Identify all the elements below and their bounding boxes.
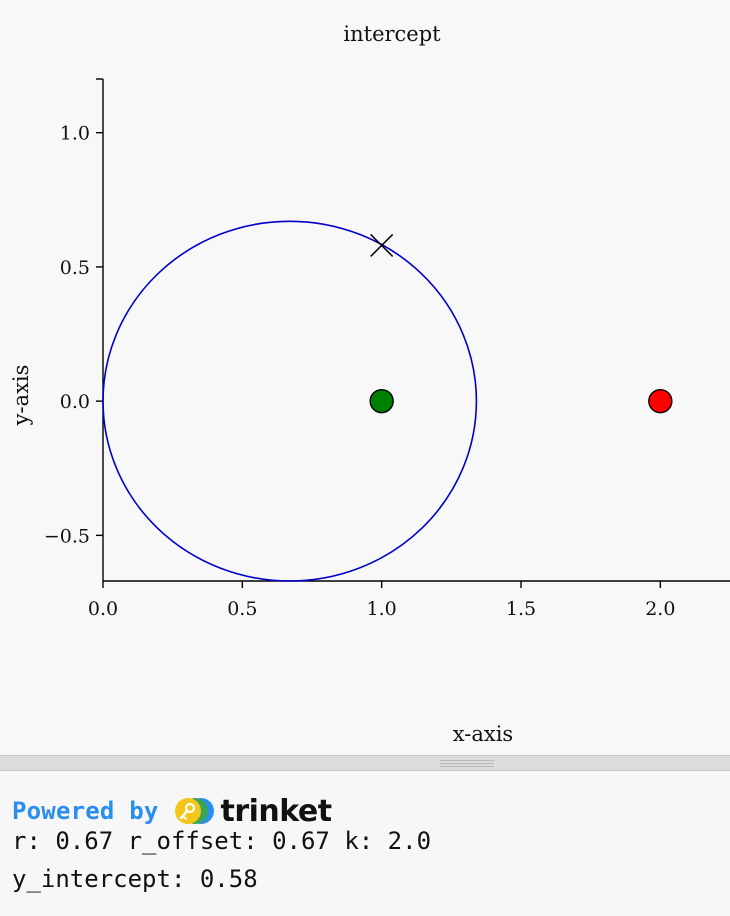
x-tick-label: 0.0 [88,598,118,620]
intercept-x-marker [370,233,394,257]
chart-title: intercept [343,22,441,46]
x-tick-label: 2.0 [645,598,675,620]
trinket-logo-icon[interactable] [173,796,217,826]
powered-by-text[interactable]: Powered by [12,797,159,825]
y-tick-label: 0.0 [60,391,90,413]
circle-curve [102,220,478,582]
y-tick-label: 0.5 [60,257,90,279]
plot-area: intercept 0.0 0.5 1.0 1.5 2.0 −0.5 0.0 0.5 1.0 x… [9,22,730,746]
chart-marks [102,220,673,582]
console-output: Powered by trinket r: 0.67 r_offset: 0.6… [0,771,730,916]
x-tick-label: 0.5 [227,598,257,620]
resize-divider[interactable] [0,755,730,771]
console-line-params: r: 0.67 r_offset: 0.67 k: 2.0 [12,827,432,855]
y-tick-label: 1.0 [60,123,90,145]
x-axis-label: x-axis [453,722,513,746]
console-line-intercept: y_intercept: 0.58 [12,865,258,893]
point-marker-2 [648,388,673,414]
powered-by-badge[interactable]: Powered by trinket [12,793,332,829]
point-marker-1 [369,388,394,414]
y-axis-label: y-axis [9,365,33,427]
y-tick-label: −0.5 [44,525,90,547]
x-tick-label: 1.5 [506,598,536,620]
axes [96,78,730,582]
resize-grip-icon[interactable] [440,760,494,767]
trinket-brand-name[interactable]: trinket [220,793,333,829]
x-tick-label: 1.0 [367,598,397,620]
chart-svg: intercept 0.0 0.5 1.0 1.5 2.0 −0.5 0.0 0.5 1.0 x… [9,22,730,746]
axis-ticks: 0.0 0.5 1.0 1.5 2.0 −0.5 0.0 0.5 1.0 [44,123,676,620]
